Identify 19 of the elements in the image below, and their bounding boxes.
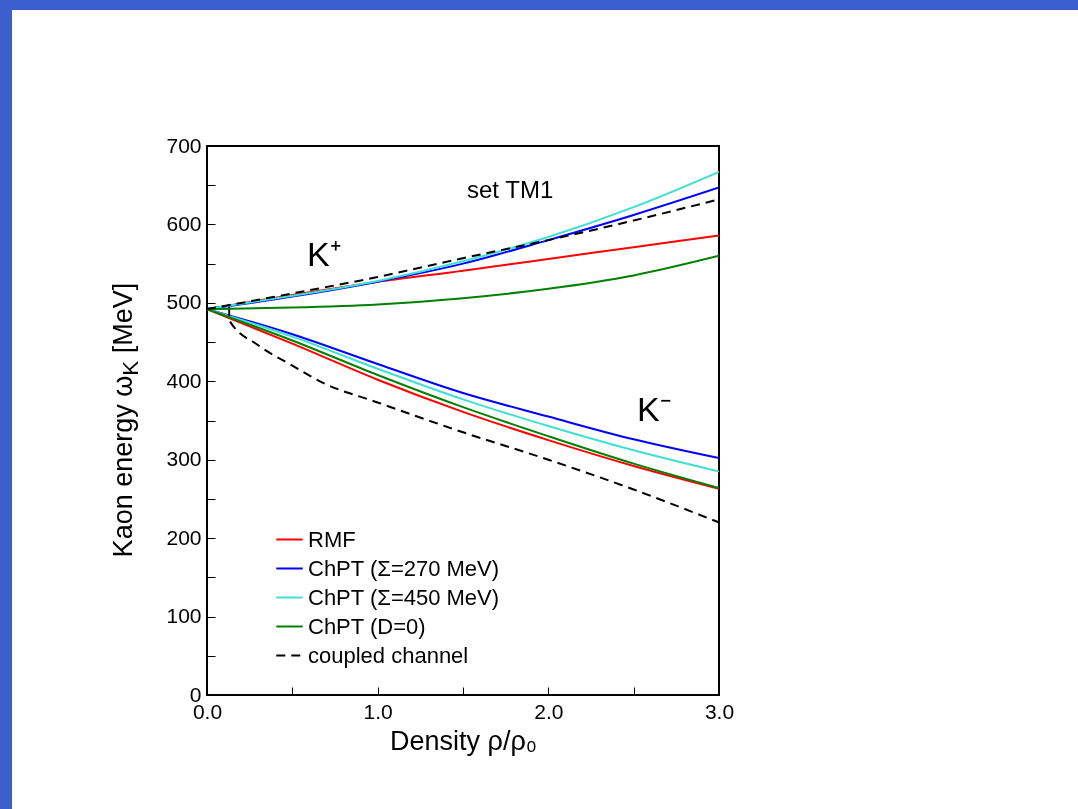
- y-tick-label: 700: [166, 133, 202, 157]
- y-tick-label: 200: [166, 525, 202, 549]
- legend-label: ChPT (Σ=270 MeV): [308, 555, 500, 581]
- legend-label: coupled channel: [308, 642, 469, 668]
- x-axis-title: Density ρ/ρ₀: [390, 725, 537, 756]
- y-tick-label: 400: [166, 368, 202, 392]
- y-tick-label: 500: [166, 290, 202, 314]
- x-tick-label: 3.0: [704, 699, 735, 723]
- y-tick-label: 100: [166, 604, 202, 628]
- y-tick-label: 600: [166, 211, 202, 235]
- x-tick-label: 1.0: [363, 699, 393, 723]
- x-tick-label: 2.0: [534, 699, 564, 723]
- annotation: set TM1: [467, 176, 554, 203]
- legend-label: ChPT (D=0): [308, 613, 426, 639]
- legend-label: ChPT (Σ=450 MeV): [308, 584, 500, 610]
- annotation: K⁻: [637, 390, 671, 428]
- annotation: K⁺: [307, 235, 341, 273]
- y-tick-label: 300: [166, 447, 202, 471]
- legend-label: RMF: [308, 526, 356, 552]
